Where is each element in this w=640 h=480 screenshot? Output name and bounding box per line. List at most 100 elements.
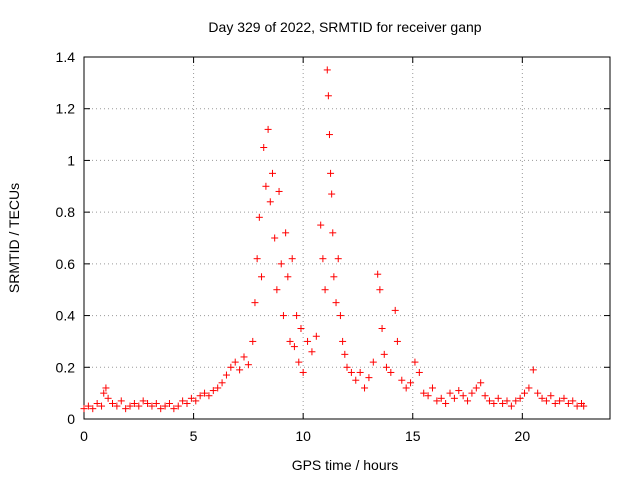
data-point [258,273,266,281]
data-point [393,337,401,345]
y-tick-label: 0 [67,411,75,427]
data-point [347,368,355,376]
data-point [262,182,270,190]
data-point [299,368,307,376]
data-point [297,325,305,332]
data-point [352,376,360,384]
data-point [286,337,294,345]
y-tick-label: 0.2 [56,359,76,375]
data-point [551,399,559,407]
data-point [446,389,454,397]
data-point [382,363,390,371]
y-axis-label: SRMTID / TECUs [6,183,22,293]
data-point [319,255,327,263]
data-point [324,92,332,100]
data-point [196,392,204,400]
data-point [80,405,88,413]
data-point [293,312,301,320]
data-point [268,169,276,177]
data-point [304,337,312,345]
data-point [275,187,283,195]
data-point [325,131,333,139]
data-point [402,384,410,392]
data-point [249,337,257,345]
data-point [424,392,432,400]
data-point [179,397,187,405]
data-point [387,368,395,376]
data-point [490,399,498,407]
data-series-srmtid [80,66,588,413]
data-point [459,392,467,400]
data-point [205,392,213,400]
data-point [534,389,542,397]
data-point [512,397,520,405]
data-point [231,358,239,366]
data-point [170,405,178,413]
y-tick-label: 1.2 [56,101,76,117]
y-tick-label: 1 [67,152,75,168]
data-point [253,255,261,263]
data-point [201,389,209,397]
data-point [148,402,156,410]
data-point [494,394,502,402]
data-point [464,397,472,405]
data-point [130,399,138,407]
data-point [161,402,169,410]
data-point [525,384,533,392]
data-point [139,397,147,405]
data-point [341,350,349,358]
data-point [374,270,382,278]
data-point [339,337,347,345]
y-tick-label: 0.4 [56,308,76,324]
data-point [442,399,450,407]
data-point [327,169,335,177]
grid-lines [84,57,610,419]
data-point [542,397,550,405]
data-point [104,394,112,402]
data-point [538,394,546,402]
data-point [468,389,476,397]
data-point [356,368,364,376]
data-point [411,358,419,366]
data-point [503,397,511,405]
data-point [547,392,555,400]
data-point [312,332,320,340]
data-point [222,371,230,379]
data-point [113,402,121,410]
data-point [98,402,106,410]
data-point [516,394,524,402]
axis-ticks: 0 0.2 0.4 0.6 0.8 1 1.2 1.4 0 5 10 15 20 [56,49,610,444]
data-point [236,366,244,374]
data-point [317,221,325,229]
data-point [556,397,564,405]
data-point [240,353,248,361]
data-point [282,229,290,237]
data-point [273,286,281,294]
data-point [332,299,340,307]
data-point [100,389,108,397]
data-point [89,405,97,413]
data-point [260,144,268,151]
data-point [330,273,338,281]
data-point [255,213,263,221]
x-tick-label: 10 [295,428,311,444]
data-point [152,399,160,407]
data-point [560,394,568,402]
data-point [308,348,316,356]
data-point [450,394,458,402]
data-point [507,402,515,410]
data-point [580,402,588,410]
y-tick-label: 0.6 [56,256,76,272]
data-point [365,374,373,382]
data-point [433,397,441,405]
data-point [391,306,399,314]
data-point [271,234,279,242]
data-point [117,397,125,405]
data-point [126,402,134,410]
data-point [102,384,110,392]
data-point [336,312,344,320]
data-point [398,376,406,384]
data-point [343,363,351,371]
x-tick-label: 5 [190,428,198,444]
